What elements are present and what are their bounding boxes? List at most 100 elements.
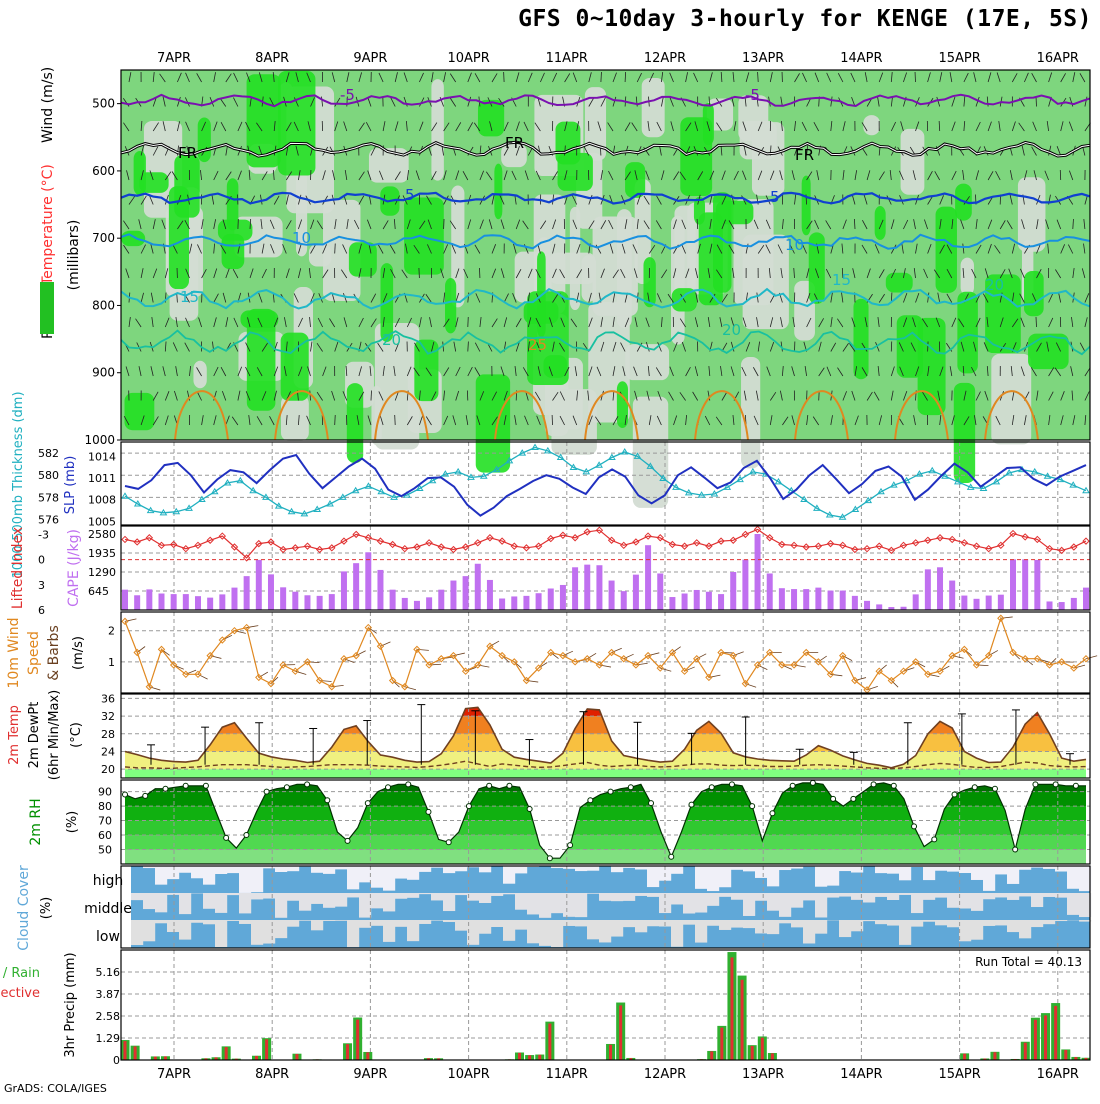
rh-point xyxy=(244,833,249,838)
cloud-clear-step xyxy=(203,866,215,885)
cloud-clear-step xyxy=(551,893,563,913)
cape-bar xyxy=(694,590,700,610)
precip-convective-bar xyxy=(619,1005,622,1060)
cape-bar xyxy=(657,573,663,610)
rh-point xyxy=(810,780,815,785)
rh-moist-patch xyxy=(875,206,886,240)
cape-bar xyxy=(572,567,578,610)
cloud-clear-step xyxy=(971,866,983,880)
cloud-clear-step xyxy=(239,866,251,893)
cloud-clear-step xyxy=(755,920,767,933)
rh-moist-patch xyxy=(625,162,645,198)
cloud-clear-step xyxy=(575,893,587,917)
cloud-clear-step xyxy=(479,866,491,872)
cloud-clear-step xyxy=(203,920,215,924)
cloud-clear-step xyxy=(371,866,383,888)
temp-band xyxy=(121,734,1090,752)
cape-bar xyxy=(475,564,481,610)
cloud-clear-step xyxy=(887,866,899,874)
rh-point xyxy=(203,783,208,788)
precip-axis-units-text: 3hr Precip (mm) xyxy=(63,952,78,1057)
cloud-clear-step xyxy=(431,920,443,921)
cloud-clear-step xyxy=(779,920,791,923)
wind-tick-label: 1 xyxy=(108,656,115,669)
cloud-clear-step xyxy=(215,866,227,874)
cape-bar xyxy=(767,573,773,610)
cloud-clear-step xyxy=(707,893,719,906)
contour-label: FR xyxy=(178,144,197,162)
rh-point xyxy=(1013,847,1018,852)
cloud-clear-step xyxy=(1055,866,1067,872)
contour-label: FR xyxy=(795,146,814,164)
precip-convective-bar xyxy=(1064,1050,1067,1060)
wind-barb xyxy=(1036,317,1037,327)
pressure-tick-label: 1000 xyxy=(84,433,115,447)
precip-convective-bar xyxy=(609,1045,612,1060)
pressure-axis-label-text: (millibars) xyxy=(66,220,82,291)
cloud-clear-step xyxy=(671,920,683,947)
cloud-clear-step xyxy=(695,920,707,943)
cloud-clear-step xyxy=(671,893,683,904)
precip-convective-bar xyxy=(1054,1006,1057,1060)
rh-point xyxy=(466,804,471,809)
cloud-clear-step xyxy=(995,893,1007,897)
cloud-clear-step xyxy=(407,893,419,898)
li-tick-label: 6 xyxy=(38,604,45,617)
rh-moist-patch xyxy=(445,278,456,333)
cloud-clear-step xyxy=(995,920,1007,925)
cloud-clear-step xyxy=(299,893,311,911)
cloud-clear-step xyxy=(647,893,659,897)
precip-total-label: Total / Rain xyxy=(0,966,40,981)
wind-barb-10m xyxy=(380,642,390,646)
rh-point xyxy=(992,786,997,791)
cloud-clear-step xyxy=(347,920,359,947)
rh-moist-patch xyxy=(643,257,655,307)
rh-point xyxy=(952,792,957,797)
temp-tick-label: 32 xyxy=(101,710,115,723)
cloud-clear-step xyxy=(155,866,167,885)
cloud-clear-step xyxy=(683,893,695,914)
cape-bar xyxy=(256,560,262,610)
cloud-clear-step xyxy=(383,920,395,942)
contour-label: 15 xyxy=(180,288,199,306)
rh-point xyxy=(487,783,492,788)
cloud-clear-step xyxy=(239,920,251,924)
rh-moist-patch xyxy=(680,117,712,196)
wind10m-axis-label-a: 10m Wind xyxy=(6,617,22,688)
cape-bar xyxy=(1083,588,1089,610)
cape-bar xyxy=(365,552,371,610)
temp-band xyxy=(121,694,1090,716)
cloud-clear-step xyxy=(167,866,179,879)
cloud-clear-step xyxy=(995,866,1007,874)
cloud-clear-step xyxy=(323,920,335,921)
rh-tick-label: 70 xyxy=(98,815,112,828)
cape-axis-label-text: CAPE (J/kg) xyxy=(66,529,82,607)
precip-axis-units: 3hr Precip (mm) xyxy=(63,952,78,1057)
precip-convective-bar xyxy=(225,1047,228,1060)
wind10m-panel xyxy=(121,612,1097,693)
cloud-clear-step xyxy=(599,893,611,901)
precip-convective-bar xyxy=(761,1038,764,1060)
temp2m-panel xyxy=(121,694,1090,778)
cape-bar xyxy=(803,589,809,610)
temperature-label: Temperature (°C) xyxy=(40,164,56,286)
wind-barb xyxy=(335,415,336,425)
cloud-clear-step xyxy=(959,893,971,909)
precip-tick-label: 1.29 xyxy=(96,1032,121,1045)
cape-bar xyxy=(876,604,882,610)
cloud-clear-step xyxy=(875,893,887,897)
slp-tick-label: 1014 xyxy=(88,450,116,463)
cloud-clear-step xyxy=(563,893,575,917)
cloud-clear-step xyxy=(155,920,167,923)
cloud-clear-step xyxy=(983,920,995,926)
cloud-clear-step xyxy=(959,866,971,873)
rh-band xyxy=(121,850,1090,864)
cape-bar xyxy=(815,588,821,610)
rh-moist-patch xyxy=(349,242,377,276)
cloud-clear-step xyxy=(899,920,911,945)
cloud-clear-step xyxy=(947,893,959,908)
cloud-axis-label-text: Cloud Cover xyxy=(16,865,32,951)
rh-point xyxy=(446,840,451,845)
cloud-clear-step xyxy=(839,920,851,937)
rh-moist-patch xyxy=(802,176,811,236)
